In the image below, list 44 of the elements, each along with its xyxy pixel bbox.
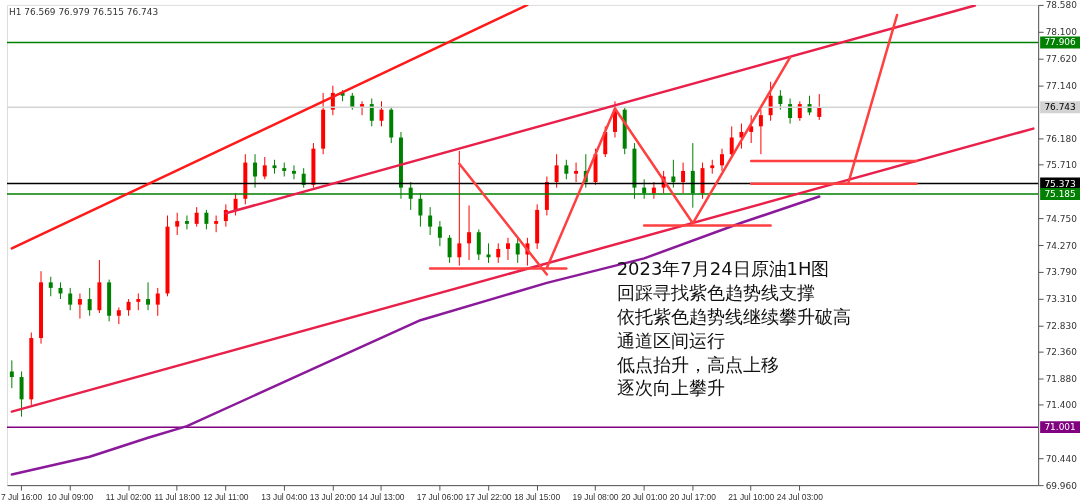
chart-title: H1 76.569 76.979 76.515 76.743 <box>8 6 159 17</box>
y-tick-label: 74.750 <box>1045 213 1078 224</box>
x-tick-label: 14 Jul 13:00 <box>358 491 405 501</box>
x-tick-label: 17 Jul 06:00 <box>416 491 464 501</box>
x-tick-label: 17 Jul 22:00 <box>465 491 512 501</box>
y-tick-label: 76.180 <box>1045 134 1078 145</box>
x-tick-label: 19 Jul 08:00 <box>572 491 619 501</box>
x-tick-label: 13 Jul 04:00 <box>261 491 308 501</box>
y-tick-label: 72.360 <box>1045 346 1078 357</box>
ref-line-label: 75.185 <box>1044 189 1076 200</box>
y-tick-label: 71.400 <box>1045 400 1078 411</box>
y-tick-label: 75.710 <box>1045 160 1078 171</box>
y-tick-label: 72.830 <box>1045 320 1078 331</box>
y-tick-label: 78.580 <box>1045 0 1078 11</box>
x-tick-label: 21 Jul 10:00 <box>728 491 775 501</box>
ref-line-label: 77.906 <box>1044 37 1077 48</box>
annotation: 依托紫色趋势线继续攀升破高 <box>616 305 851 327</box>
y-tick-label: 69.960 <box>1045 480 1078 491</box>
y-tick-label: 73.310 <box>1045 293 1078 304</box>
x-tick-label: 7 Jul 16:00 <box>0 491 43 501</box>
y-tick-label: 78.100 <box>1045 27 1078 38</box>
annotation: 回踩寻找紫色趋势线支撑 <box>616 281 815 303</box>
x-tick-label: 24 Jul 03:00 <box>776 491 824 501</box>
y-tick-label: 71.880 <box>1045 373 1078 384</box>
y-tick-label: 77.140 <box>1045 80 1078 91</box>
x-tick-label: 18 Jul 15:00 <box>514 491 561 501</box>
y-tick-label: 73.790 <box>1045 267 1078 278</box>
ref-line-label: 75.373 <box>1044 178 1076 189</box>
annotation: 逐次向上攀升 <box>616 377 725 399</box>
y-tick-label: 77.620 <box>1045 53 1078 64</box>
y-tick-label: 70.440 <box>1045 453 1078 464</box>
x-tick-label: 20 Jul 01:00 <box>621 491 668 501</box>
x-tick-label: 12 Jul 11:00 <box>203 491 249 501</box>
ref-line-label: 76.743 <box>1044 102 1076 113</box>
x-tick-label: 11 Jul 02:00 <box>105 491 152 501</box>
annotation: 通道区间运行 <box>616 329 725 351</box>
x-tick-label: 13 Jul 20:00 <box>309 491 357 501</box>
x-tick-label: 10 Jul 09:00 <box>47 491 94 501</box>
annotation: 低点抬升，高点上移 <box>616 353 779 375</box>
x-tick-label: 20 Jul 17:00 <box>669 491 717 501</box>
annotation: 2023年7月24日原油1H图 <box>616 257 830 279</box>
ref-line-label: 71.001 <box>1044 422 1076 433</box>
x-tick-label: 11 Jul 18:00 <box>154 491 201 501</box>
y-tick-label: 74.270 <box>1045 240 1078 251</box>
